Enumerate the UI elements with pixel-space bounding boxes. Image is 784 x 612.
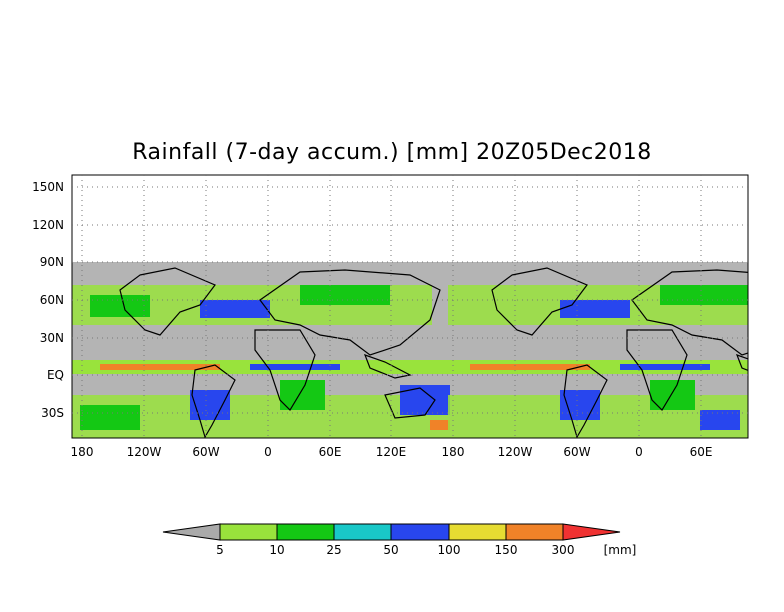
lat-label: 60N [40, 293, 64, 307]
lat-label: 30S [41, 406, 64, 420]
map-title: Rainfall (7-day accum.) [mm] 20Z05Dec201… [132, 140, 652, 165]
colorbar-tick: 100 [438, 543, 461, 557]
lon-label: 180 [442, 445, 465, 459]
lon-label: 60W [563, 445, 590, 459]
lon-label: 120E [376, 445, 407, 459]
lon-label: 180 [71, 445, 94, 459]
colorbar-tick: 150 [495, 543, 518, 557]
lat-label: 30N [40, 331, 64, 345]
colorbar-tick: 5 [216, 543, 224, 557]
lat-label: 90N [40, 255, 64, 269]
lon-label: 60E [319, 445, 342, 459]
lon-label: 0 [635, 445, 643, 459]
colorbar: 5 10 25 50 100 150 300 [mm] [162, 523, 637, 557]
colorbar-high-triangle [562, 523, 621, 541]
colorbar-segment [505, 523, 564, 541]
colorbar-tick: 300 [552, 543, 575, 557]
colorbar-tick: 25 [326, 543, 341, 557]
plot-area-top [72, 175, 748, 262]
lon-label: 60E [690, 445, 713, 459]
colorbar-tick: 10 [269, 543, 284, 557]
colorbar-segment [390, 523, 450, 541]
colorbar-segment [276, 523, 335, 541]
colorbar-low-triangle [162, 523, 221, 541]
lon-label: 120W [498, 445, 533, 459]
lat-label: 120N [32, 218, 64, 232]
colorbar-segment [448, 523, 507, 541]
colorbar-segment [219, 523, 278, 541]
colorbar-segment [333, 523, 392, 541]
lon-label: 0 [264, 445, 272, 459]
lat-axis: 150N 120N 90N 60N 30N EQ 30S [32, 180, 64, 420]
lon-label: 120W [127, 445, 162, 459]
lat-label: EQ [47, 368, 64, 382]
lon-label: 60W [192, 445, 219, 459]
lat-label: 150N [32, 180, 64, 194]
colorbar-tick: 50 [383, 543, 398, 557]
colorbar-unit: [mm] [604, 543, 637, 557]
plot-frame [71, 174, 749, 439]
lon-axis: 180 120W 60W 0 60E 120E 180 120W 60W 0 6… [71, 445, 713, 459]
rain-bands-right [448, 285, 748, 438]
